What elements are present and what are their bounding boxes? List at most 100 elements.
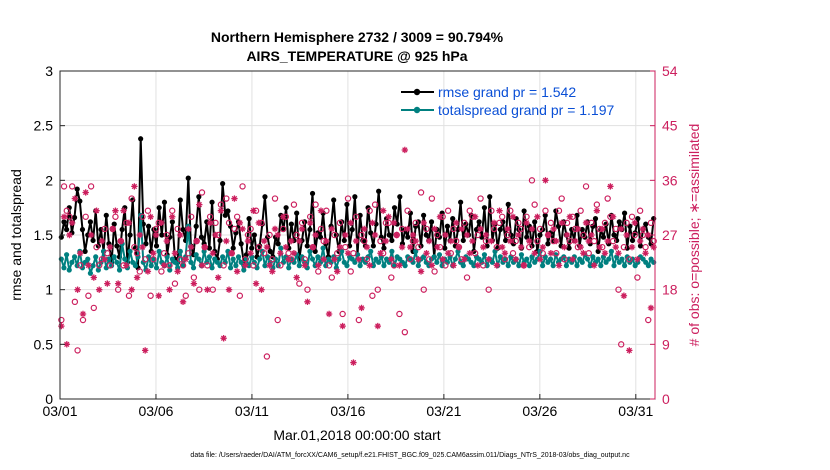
possible-obs-point (190, 274, 198, 281)
rmse-point (592, 216, 599, 222)
possible-obs-point (58, 316, 65, 324)
y-left-tick-label: 0.5 (34, 336, 54, 352)
possible-obs-point (274, 316, 281, 324)
assimilated-obs-point (339, 322, 346, 330)
legend-spread-marker (413, 106, 421, 114)
rmse-point (629, 237, 636, 244)
rmse-point (304, 243, 310, 249)
rmse-point (309, 190, 316, 197)
assimilated-obs-point (212, 231, 219, 239)
assimilated-obs-point (434, 243, 441, 251)
assimilated-obs-point (374, 322, 381, 330)
assimilated-obs-point (174, 268, 181, 275)
rmse-point (114, 243, 120, 249)
possible-obs-point (501, 256, 509, 263)
rmse-point (103, 212, 109, 218)
rmse-point (193, 223, 199, 229)
assimilated-obs-point (471, 213, 479, 220)
assimilated-obs-point (288, 237, 295, 245)
possible-obs-point (617, 341, 625, 348)
assimilated-obs-point (77, 250, 84, 257)
possible-obs-point (431, 268, 438, 275)
totalspread-point (180, 263, 186, 269)
totalspread-point (116, 267, 123, 273)
y-axis-right: 0 9 18 27 36 45 54 (650, 63, 678, 407)
assimilated-obs-point (442, 231, 449, 239)
possible-obs-point (225, 219, 233, 227)
possible-obs-point (339, 310, 346, 318)
assimilated-obs-point (458, 225, 465, 233)
assimilated-obs-point (63, 341, 70, 348)
totalspread-point (563, 263, 570, 269)
possible-obs-point (407, 256, 414, 263)
assimilated-obs-point (258, 286, 265, 293)
possible-obs-point (534, 237, 541, 245)
rmse-point (161, 199, 168, 205)
assimilated-obs-point (393, 231, 400, 239)
totalspread-point (177, 248, 183, 254)
rmse-point (156, 205, 162, 211)
assimilated-obs-point (342, 231, 349, 239)
assimilated-obs-point (366, 262, 373, 269)
assimilated-obs-point (139, 243, 146, 251)
totalspread-point (434, 259, 440, 265)
assimilated-obs-point (553, 237, 560, 245)
assimilated-obs-point (244, 237, 252, 245)
assimilated-obs-point (485, 256, 492, 263)
x-tick-label: 03/16 (330, 403, 365, 419)
assimilated-obs-point (71, 195, 79, 202)
assimilated-obs-point (306, 219, 314, 227)
possible-obs-point (342, 243, 349, 251)
rmse-point (423, 232, 429, 238)
assimilated-obs-point (558, 219, 565, 227)
assimilated-obs-point (285, 256, 292, 263)
totalspread-point (402, 263, 408, 269)
assimilated-obs-point (363, 243, 371, 251)
assimilated-obs-point (466, 250, 473, 257)
rmse-point (352, 194, 358, 200)
assimilated-obs-point (277, 250, 284, 257)
rmse-point (376, 188, 382, 194)
rmse-point (368, 230, 374, 236)
totalspread-point (175, 265, 181, 271)
possible-obs-point (412, 219, 419, 227)
assimilated-obs-point (455, 243, 463, 251)
assimilated-obs-point (147, 213, 154, 220)
assimilated-obs-point (636, 237, 644, 245)
rmse-point (611, 232, 617, 238)
totalspread-point (148, 263, 154, 269)
rmse-point (317, 234, 324, 240)
rmse-point (532, 219, 538, 225)
totalspread-point (505, 263, 511, 269)
assimilated-obs-point (523, 219, 530, 227)
possible-obs-point (182, 292, 189, 299)
assimilated-obs-point (252, 280, 260, 287)
possible-obs-point (542, 207, 549, 214)
rmse-point (145, 223, 152, 229)
possible-obs-point (358, 231, 365, 239)
rmse-point (481, 205, 488, 211)
possible-obs-point (196, 286, 203, 293)
x-tick-label: 03/11 (235, 403, 269, 419)
assimilated-obs-point (271, 225, 279, 233)
assimilated-obs-point (331, 256, 338, 263)
possible-obs-point (293, 231, 300, 239)
rmse-point (505, 201, 511, 207)
assimilated-obs-point (428, 262, 436, 269)
assimilated-obs-point (160, 262, 168, 269)
possible-obs-point (323, 207, 330, 214)
possible-obs-point (85, 292, 92, 299)
totalspread-point (64, 252, 70, 258)
rmse-point (386, 232, 392, 238)
assimilated-obs-point (112, 207, 119, 214)
assimilated-obs-point (136, 231, 143, 239)
assimilated-obs-point (361, 225, 368, 233)
assimilated-obs-point (312, 231, 319, 239)
possible-obs-point (242, 256, 249, 263)
possible-obs-point (312, 201, 319, 208)
assimilated-obs-point (415, 256, 422, 263)
possible-obs-point (485, 286, 492, 293)
legend-spread-label: totalspread grand pr = 1.197 (438, 102, 615, 118)
rmse-point (344, 201, 350, 207)
